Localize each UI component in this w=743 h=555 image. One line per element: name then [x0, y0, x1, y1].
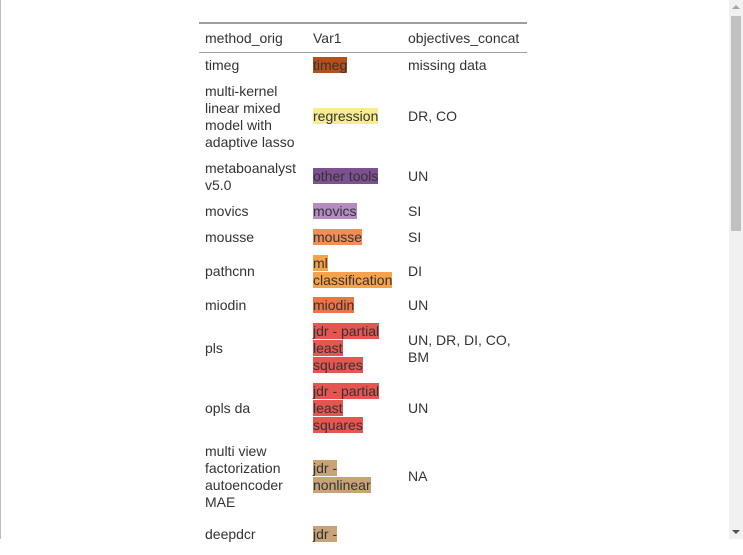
cell-method: pls — [205, 340, 223, 356]
var1-chip: jdr - partial least squares — [313, 323, 380, 373]
cell-method: multi view factorization autoencoder MAE — [205, 442, 283, 510]
cell-method: miodin — [205, 297, 247, 313]
var1-chip: other tools — [313, 168, 379, 184]
data-table: method_orig Var1 objectives_concat timeg… — [199, 22, 527, 555]
table-header-row: method_orig Var1 objectives_concat — [199, 23, 527, 53]
cell-objectives: DI — [408, 263, 422, 279]
cell-var1: movics — [307, 199, 402, 225]
cell-var1: timeg — [307, 53, 402, 79]
cell-var1: jdr - partial least squares — [307, 319, 402, 379]
table-row: multi-kernel linear mixed model with ada… — [199, 79, 527, 155]
header-method-orig[interactable]: method_orig — [205, 30, 283, 46]
cell-method: mousse — [205, 229, 255, 245]
table-container: method_orig Var1 objectives_concat timeg… — [199, 22, 531, 555]
var1-chip: movics — [313, 203, 357, 219]
var1-chip: miodin — [313, 297, 355, 313]
cell-var1: regression — [307, 79, 402, 155]
vertical-scrollbar[interactable] — [729, 0, 743, 539]
table-body: timeg timeg missing data multi-kernel li… — [199, 53, 527, 555]
var1-chip: regression — [313, 108, 379, 124]
cell-method: deepdcr — [205, 526, 256, 542]
table-row: mousse mousse SI — [199, 225, 527, 251]
cell-var1: miodin — [307, 293, 402, 319]
table-row: opls da jdr - partial least squares UN — [199, 379, 527, 439]
var1-chip: ml classification — [313, 254, 393, 288]
header-var1[interactable]: Var1 — [313, 30, 342, 46]
cell-method: multi-kernel linear mixed model with ada… — [205, 82, 295, 150]
cell-objectives: NA — [408, 468, 428, 484]
cell-method: metaboanalyst v5.0 — [205, 159, 297, 193]
left-frame-border — [0, 0, 1, 539]
var1-chip: jdr - partial least squares — [313, 383, 380, 433]
cell-objectives: SI — [408, 229, 422, 245]
cell-objectives: DR, CO — [408, 108, 457, 124]
table-row: pathcnn ml classification DI — [199, 251, 527, 293]
cell-var1: jdr - — [307, 515, 402, 555]
cell-objectives — [402, 515, 527, 555]
var1-chip: jdr - nonlinear — [313, 459, 371, 493]
cell-method: timeg — [205, 57, 240, 74]
cell-objectives: missing data — [408, 57, 487, 74]
cell-objectives: UN, DR, DI, CO, BM — [408, 331, 511, 365]
cell-var1: jdr - nonlinear — [307, 439, 402, 515]
scroll-up-arrow-icon[interactable] — [732, 5, 740, 9]
table-row: deepdcr jdr - — [199, 515, 527, 555]
cell-var1: jdr - partial least squares — [307, 379, 402, 439]
cell-objectives: UN — [408, 297, 429, 313]
cell-method: movics — [205, 203, 249, 219]
cell-method: pathcnn — [205, 263, 255, 279]
header-objectives-concat[interactable]: objectives_concat — [408, 30, 520, 46]
table-row: pls jdr - partial least squares UN, DR, … — [199, 319, 527, 379]
table-row: movics movics SI — [199, 199, 527, 225]
table-row: miodin miodin UN — [199, 293, 527, 319]
scrollbar-thumb[interactable] — [731, 16, 741, 231]
cell-method: opls da — [205, 400, 251, 416]
table-row: timeg timeg missing data — [199, 53, 527, 79]
cell-var1: mousse — [307, 225, 402, 251]
cell-var1: other tools — [307, 155, 402, 199]
cell-objectives: UN — [408, 168, 429, 184]
table-row: multi view factorization autoencoder MAE… — [199, 439, 527, 515]
table-row: metaboanalyst v5.0 other tools UN — [199, 155, 527, 199]
var1-chip: jdr - — [313, 526, 338, 542]
cell-var1: ml classification — [307, 251, 402, 293]
var1-chip: mousse — [313, 229, 363, 245]
var1-chip: timeg — [313, 57, 348, 74]
cell-objectives: UN — [408, 400, 429, 416]
scroll-down-arrow-icon[interactable] — [732, 530, 740, 534]
cell-objectives: SI — [408, 203, 422, 219]
